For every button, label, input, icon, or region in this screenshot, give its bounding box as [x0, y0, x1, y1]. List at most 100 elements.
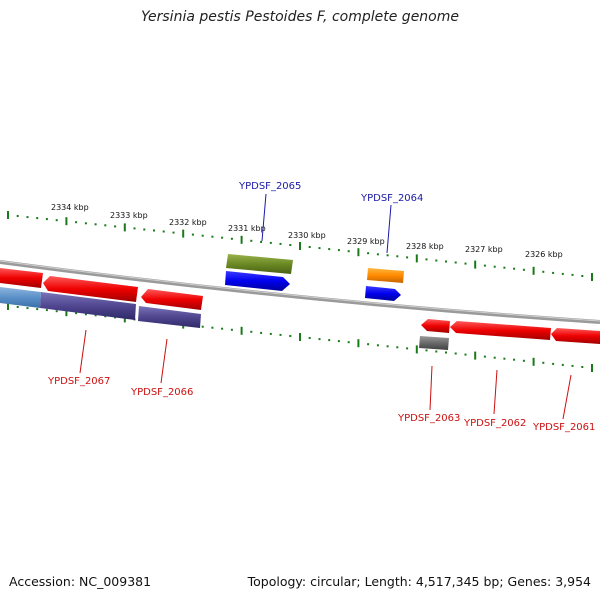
- minor-tick: [483, 355, 486, 358]
- major-tick: [7, 211, 9, 219]
- gene-ypdsf-2066-band[interactable]: [138, 306, 201, 328]
- minor-tick: [201, 325, 204, 328]
- minor-tick: [454, 261, 457, 264]
- gene-ypdsf-2067-band[interactable]: [40, 292, 136, 320]
- minor-tick: [435, 350, 438, 353]
- minor-tick: [45, 309, 48, 312]
- gene-label-ypdsf-2064[interactable]: YPDSF_2064: [360, 193, 423, 204]
- gene-ypdsf-2063-band[interactable]: [419, 336, 449, 350]
- minor-tick: [581, 366, 584, 368]
- kbp-label-2326: 2326 kbp: [525, 250, 563, 259]
- minor-tick: [55, 219, 58, 222]
- upper-scale-ticks: [7, 211, 593, 281]
- minor-tick: [367, 252, 370, 255]
- minor-tick: [162, 230, 165, 233]
- minor-tick: [337, 249, 340, 252]
- minor-tick: [260, 331, 263, 334]
- minor-tick: [289, 335, 292, 337]
- minor-tick: [36, 217, 39, 220]
- minor-tick: [425, 349, 428, 352]
- major-tick: [240, 235, 243, 244]
- genome-summary-text: Topology: circular; Length: 4,517,345 bp…: [247, 574, 591, 589]
- gene-ypdsf-2063-arrow[interactable]: [421, 319, 450, 333]
- map-title: Yersinia pestis Pestoides F, complete ge…: [141, 9, 459, 25]
- minor-tick: [133, 227, 136, 230]
- minor-tick: [279, 333, 282, 336]
- minor-tick: [503, 357, 506, 360]
- gene-reverse-1[interactable]: [0, 268, 43, 288]
- gene-ypdsf-2062-arrow[interactable]: [450, 321, 551, 340]
- minor-tick: [376, 253, 379, 256]
- minor-tick: [513, 358, 516, 361]
- gene-ypdsf-2067-arrow[interactable]: [43, 276, 138, 302]
- minor-tick: [552, 362, 555, 365]
- gene-steel-segment[interactable]: [0, 287, 41, 308]
- minor-tick: [483, 264, 486, 267]
- minor-tick: [84, 222, 87, 225]
- minor-tick: [230, 328, 233, 331]
- minor-tick: [513, 267, 516, 270]
- minor-tick: [16, 215, 19, 217]
- minor-tick: [396, 255, 399, 258]
- minor-tick: [201, 234, 204, 237]
- minor-tick: [260, 240, 263, 243]
- minor-tick: [75, 221, 78, 224]
- gene-ypdsf-2061-arrow[interactable]: [551, 328, 600, 344]
- kbp-label-2332: 2332 kbp: [169, 218, 207, 227]
- minor-tick: [493, 265, 496, 268]
- gene-ypdsf-2064-arrow[interactable]: [365, 286, 401, 301]
- minor-tick: [318, 338, 321, 341]
- major-tick: [65, 217, 68, 226]
- minor-tick: [36, 308, 39, 311]
- minor-tick: [542, 270, 545, 273]
- major-tick: [7, 302, 9, 310]
- minor-tick: [347, 341, 350, 344]
- minor-tick: [279, 242, 282, 245]
- gene-label-ypdsf-2061[interactable]: YPDSF_2061: [532, 422, 595, 433]
- gene-ypdsf-2064-band[interactable]: [367, 268, 404, 283]
- gene-label-ypdsf-2067[interactable]: YPDSF_2067: [47, 376, 110, 387]
- minor-tick: [26, 216, 29, 219]
- minor-tick: [318, 247, 321, 250]
- minor-tick: [522, 359, 525, 362]
- minor-tick: [75, 312, 78, 315]
- minor-tick: [94, 223, 97, 226]
- major-tick: [65, 308, 68, 317]
- minor-tick: [45, 218, 48, 221]
- minor-tick: [55, 310, 58, 313]
- gene-label-ypdsf-2063[interactable]: YPDSF_2063: [397, 413, 460, 424]
- gene-label-ypdsf-2066[interactable]: YPDSF_2066: [130, 387, 193, 398]
- kbp-label-2334: 2334 kbp: [51, 203, 89, 212]
- minor-tick: [464, 262, 467, 265]
- gene-ypdsf-2065-band[interactable]: [226, 254, 293, 274]
- minor-tick: [337, 340, 340, 343]
- minor-tick: [114, 225, 117, 228]
- major-tick: [415, 345, 418, 354]
- minor-tick: [396, 346, 399, 349]
- minor-tick: [143, 228, 146, 231]
- major-tick: [182, 229, 185, 238]
- minor-tick: [308, 246, 311, 248]
- gene-label-ypdsf-2062[interactable]: YPDSF_2062: [463, 418, 526, 429]
- minor-tick: [191, 233, 194, 236]
- minor-tick: [269, 241, 272, 244]
- minor-tick: [221, 327, 224, 330]
- gene-label-ypdsf-2065[interactable]: YPDSF_2065: [238, 181, 301, 192]
- major-tick: [474, 351, 477, 360]
- accession-text: Accession: NC_009381: [9, 574, 152, 589]
- minor-tick: [172, 231, 175, 234]
- major-tick: [357, 339, 360, 348]
- gene-ypdsf-2065-arrow[interactable]: [225, 271, 290, 291]
- minor-tick: [94, 314, 97, 317]
- minor-tick: [308, 337, 311, 339]
- gene-ypdsf-2066-arrow[interactable]: [141, 289, 203, 310]
- minor-tick: [211, 235, 214, 238]
- minor-tick: [376, 344, 379, 347]
- minor-tick: [221, 236, 224, 239]
- minor-tick: [269, 332, 272, 335]
- major-tick: [123, 223, 126, 232]
- minor-tick: [493, 356, 496, 359]
- minor-tick: [289, 244, 292, 246]
- minor-tick: [435, 259, 438, 262]
